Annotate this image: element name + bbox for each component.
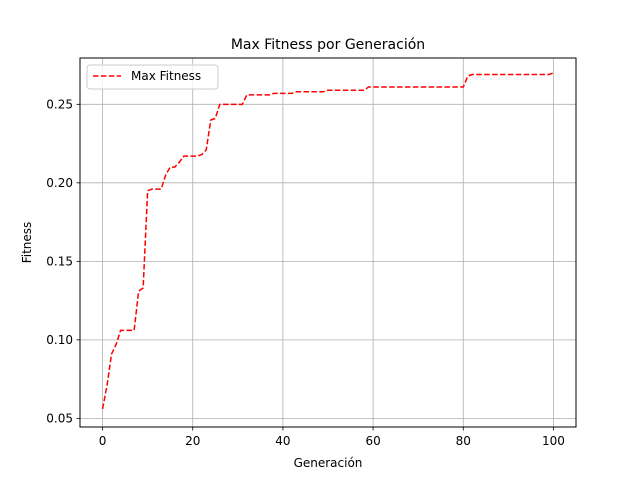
x-tick-label: 100 (542, 434, 565, 448)
y-tick-label: 0.15 (46, 254, 73, 268)
series-line-max-fitness (101, 72, 554, 410)
axis-ticks: 0 20 40 60 80 100 0.05 0.10 0.15 0.20 0.25 (46, 97, 565, 448)
y-tick-label: 0.25 (46, 97, 73, 111)
x-tick-label: 20 (185, 434, 200, 448)
x-tick-label: 0 (99, 434, 107, 448)
plot-area (80, 58, 576, 427)
y-tick-label: 0.20 (46, 176, 73, 190)
x-axis-label: Generación (294, 456, 363, 470)
x-tick-label: 80 (456, 434, 471, 448)
y-tick-label: 0.10 (46, 333, 73, 347)
y-axis-label: Fitness (20, 222, 34, 264)
grid (80, 58, 576, 427)
series-layer (101, 72, 554, 410)
legend-box (86, 64, 219, 90)
chart-title: Max Fitness por Generación (231, 37, 425, 53)
legend-label: Max Fitness (131, 69, 201, 83)
y-tick-label: 0.05 (46, 411, 73, 425)
legend: Max Fitness (86, 64, 219, 90)
x-tick-label: 60 (365, 434, 380, 448)
plot-frame (79, 57, 577, 428)
x-tick-label: 40 (275, 434, 290, 448)
